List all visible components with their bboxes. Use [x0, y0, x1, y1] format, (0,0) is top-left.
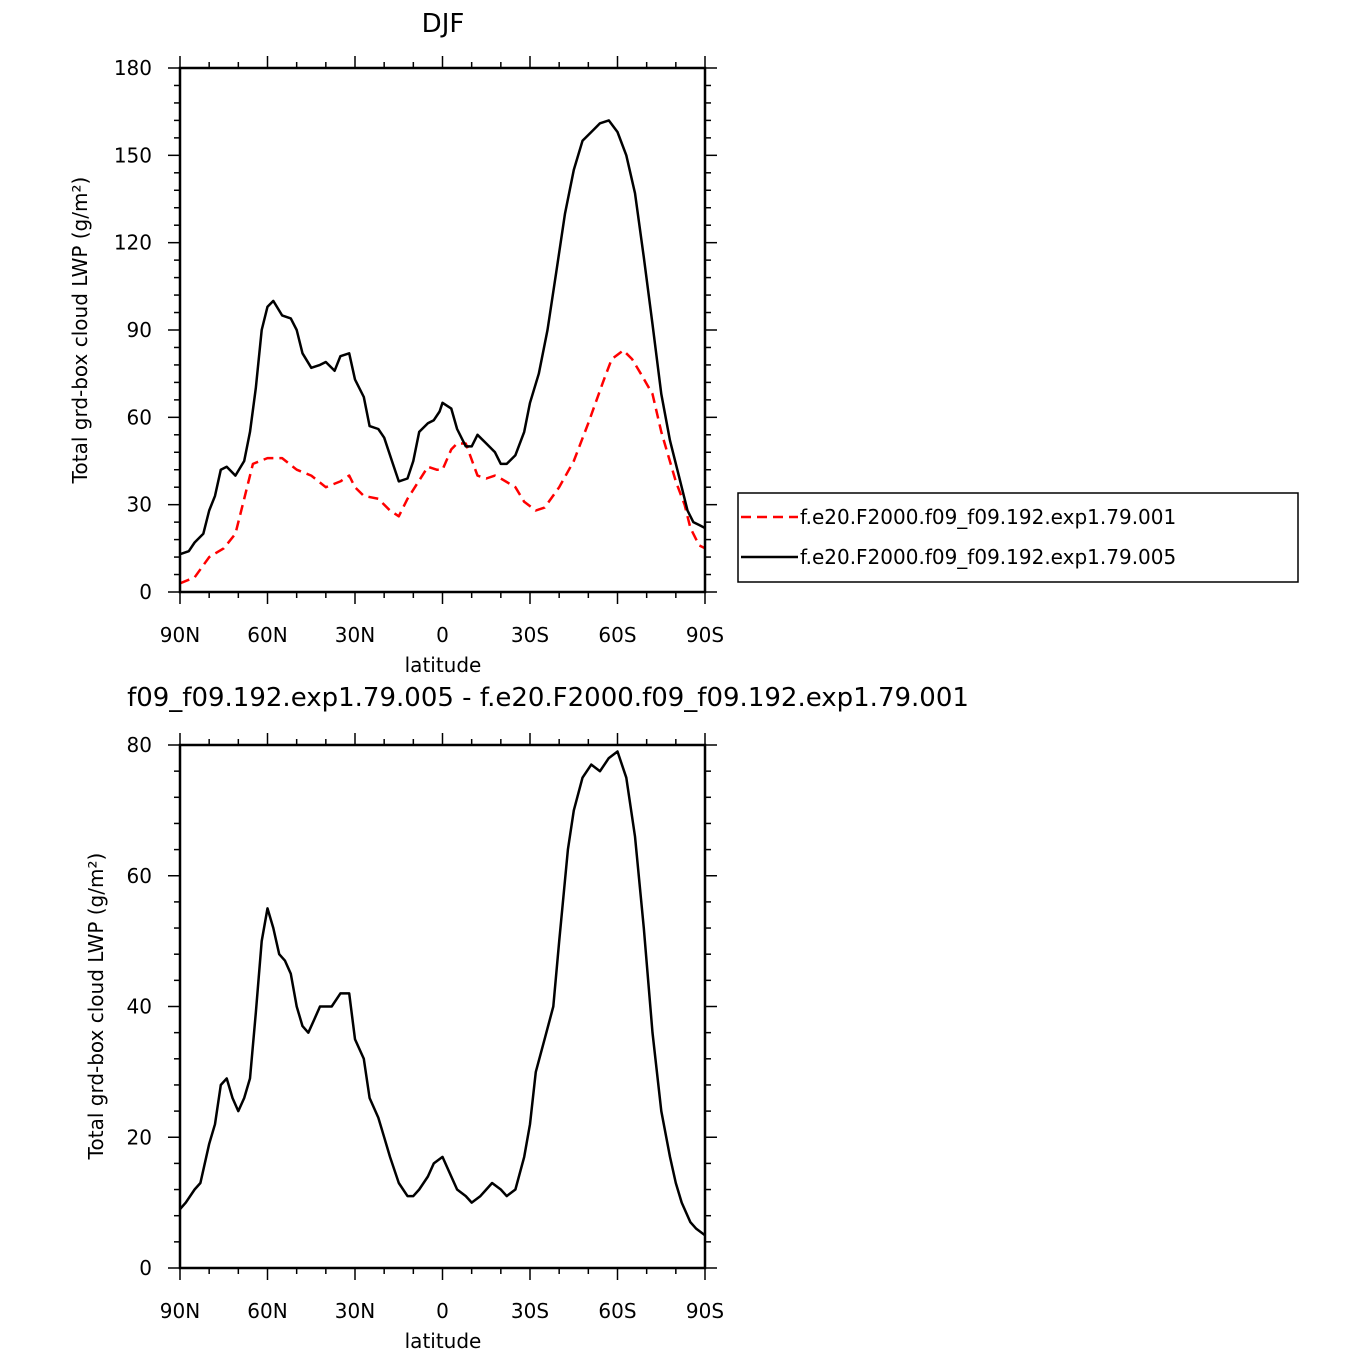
y-tick-label: 0 [139, 1256, 152, 1280]
bottom-x-axis-label: latitude [405, 1329, 482, 1353]
x-tick-label: 60S [598, 623, 636, 647]
series-line-1 [180, 750, 705, 1238]
x-tick-label: 0 [436, 623, 449, 647]
bottom-y-axis-label: Total grd-box cloud LWP (g/m²) [84, 853, 108, 1161]
x-tick-label: 30N [335, 623, 375, 647]
y-tick-label: 20 [127, 1125, 152, 1149]
y-tick-label: 60 [127, 405, 152, 429]
x-tick-label: 30N [335, 1299, 375, 1323]
top-chart-title: DJF [422, 9, 465, 39]
y-tick-label: 90 [127, 318, 152, 342]
x-tick-label: 60N [247, 623, 287, 647]
bottom-plot-frame [178, 743, 707, 1270]
top-y-axis-label: Total grd-box cloud LWP (g/m²) [68, 177, 92, 485]
y-tick-label: 30 [127, 493, 152, 517]
x-tick-label: 60S [598, 1299, 636, 1323]
x-tick-label: 60N [247, 1299, 287, 1323]
y-tick-label: 120 [114, 231, 152, 255]
x-tick-label: 90N [160, 623, 200, 647]
legend-label-series-1: f.e20.F2000.f09_f09.192.exp1.79.001 [800, 505, 1176, 529]
y-tick-label: 60 [127, 864, 152, 888]
x-tick-label: 90S [686, 1299, 724, 1323]
bottom-chart-title: f09_f09.192.exp1.79.005 - f.e20.F2000.f0… [127, 683, 969, 713]
x-tick-label: 90N [160, 1299, 200, 1323]
y-tick-label: 150 [114, 143, 152, 167]
legend-label-series-2: f.e20.F2000.f09_f09.192.exp1.79.005 [800, 545, 1176, 569]
y-tick-label: 180 [114, 56, 152, 80]
top-plot-frame [178, 66, 707, 594]
series-line-2 [180, 119, 705, 556]
top-x-axis-label: latitude [405, 653, 482, 677]
y-tick-label: 0 [139, 580, 152, 604]
legend: f.e20.F2000.f09_f09.192.exp1.79.001 f.e2… [737, 492, 1299, 583]
x-tick-label: 30S [511, 1299, 549, 1323]
series-line-1 [180, 349, 705, 585]
y-tick-label: 40 [127, 995, 152, 1019]
top-panel: DJF 0 30 60 90 120 150 180 90N 60N 30N 0 30S 60S 90S… [68, 9, 1299, 677]
x-tick-label: 30S [511, 623, 549, 647]
x-tick-label: 90S [686, 623, 724, 647]
x-tick-label: 0 [436, 1299, 449, 1323]
y-tick-label: 80 [127, 733, 152, 757]
legend-box [737, 492, 1299, 583]
bottom-panel: f09_f09.192.exp1.79.005 - f.e20.F2000.f0… [84, 683, 969, 1353]
